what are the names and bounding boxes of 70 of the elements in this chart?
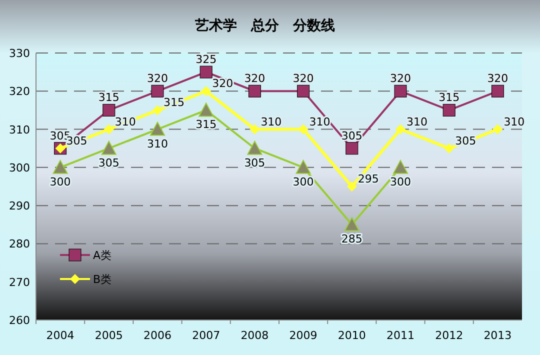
x-tick-label: 2010: [338, 329, 366, 342]
point: [152, 105, 162, 116]
y-tick-label: 280: [9, 238, 30, 251]
x-tick-label: 2004: [46, 329, 74, 342]
y-tick-label: 260: [9, 314, 30, 327]
data-label: 320: [487, 72, 508, 86]
point: [104, 124, 114, 134]
point: [198, 102, 214, 117]
data-label: 315: [196, 118, 217, 132]
data-label: 305: [244, 156, 266, 170]
data-label: 320: [390, 72, 411, 86]
point: [396, 124, 406, 134]
point: [393, 160, 408, 174]
x-tick-label: 2005: [94, 329, 123, 342]
data-label: 300: [390, 175, 411, 188]
y-tick-label: 330: [9, 47, 30, 60]
x-tick-label: 2013: [484, 329, 512, 342]
data-label: 285: [341, 232, 362, 246]
data-label: 320: [147, 72, 168, 86]
data-label: 325: [196, 53, 217, 66]
y-tick-label: 320: [9, 85, 30, 98]
point: [298, 124, 308, 134]
x-tick-label: 2012: [435, 329, 464, 342]
legend-label: B类: [93, 273, 112, 286]
point: [52, 160, 68, 174]
point: [492, 124, 503, 134]
point: [394, 84, 407, 98]
y-tick-label: 310: [9, 123, 30, 136]
x-tick-label: 2011: [386, 329, 414, 342]
data-label: 310: [147, 137, 168, 150]
legend-label: A类: [93, 249, 112, 262]
point: [491, 84, 504, 98]
point: [247, 140, 262, 155]
data-label: 310: [260, 115, 282, 128]
data-label: 300: [50, 175, 71, 188]
data-label: 315: [438, 91, 460, 104]
point: [296, 160, 311, 174]
point: [101, 140, 116, 155]
data-label: 295: [358, 172, 379, 186]
x-tick-label: 2009: [289, 329, 318, 342]
data-label: 305: [341, 129, 362, 142]
x-tick-label: 2006: [144, 329, 172, 342]
x-tick-label: 2007: [192, 329, 220, 342]
data-label: 320: [292, 72, 314, 86]
data-label: 300: [292, 175, 314, 188]
data-label: 310: [406, 115, 428, 128]
point: [200, 66, 212, 78]
point: [444, 143, 454, 154]
data-label: 320: [212, 77, 234, 90]
y-tick-label: 270: [9, 276, 30, 289]
point: [102, 104, 116, 116]
point: [442, 104, 456, 116]
point: [346, 182, 357, 192]
y-tick-label: 290: [9, 200, 30, 213]
y-tick-label: 300: [9, 161, 30, 174]
data-label: 320: [244, 72, 266, 86]
data-label: 315: [98, 91, 120, 104]
point: [297, 84, 310, 98]
chart-title: 艺术学 总分 分数线: [194, 18, 335, 34]
point: [250, 124, 260, 134]
data-label: 310: [309, 115, 330, 128]
point: [201, 86, 212, 96]
point: [151, 84, 164, 98]
point: [344, 217, 360, 232]
data-label: 305: [98, 156, 120, 170]
point: [248, 84, 261, 98]
point: [346, 142, 358, 155]
x-tick-label: 2008: [240, 329, 269, 342]
data-label: 310: [504, 115, 525, 128]
point: [150, 122, 165, 136]
